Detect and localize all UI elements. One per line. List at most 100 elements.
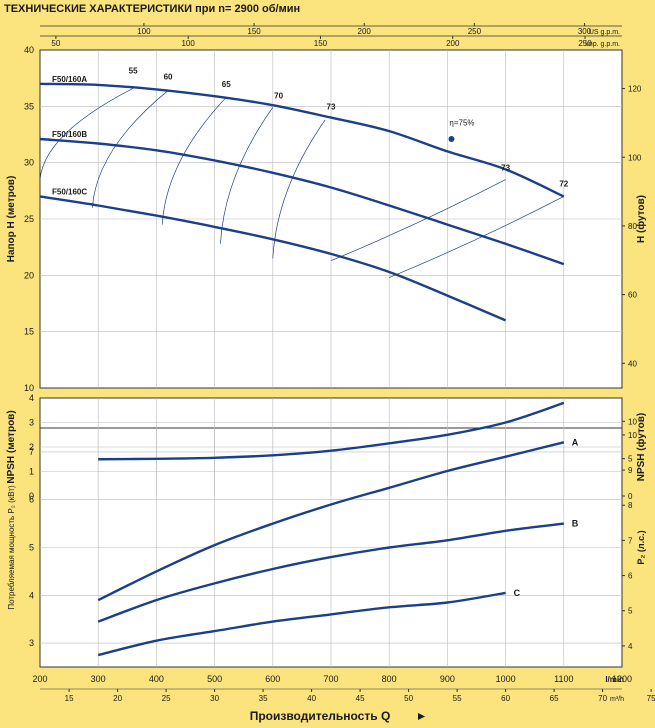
right-y-tick-label-npsh: 5: [628, 455, 633, 464]
y-tick-label-head: 20: [24, 270, 34, 280]
chart-title: ТЕХНИЧЕСКИЕ ХАРАКТЕРИСТИКИ при n= 2900 о…: [4, 3, 301, 15]
us-gpm-tick-label: 250: [468, 27, 482, 36]
efficiency-label: 60: [164, 72, 173, 81]
m3h-tick-label: 45: [356, 694, 365, 703]
imp-gpm-tick-label: 250: [578, 39, 592, 48]
m3h-tick-label: 75: [647, 694, 655, 703]
y-tick-label-head: 35: [24, 101, 34, 111]
m3h-tick-label: 25: [162, 694, 171, 703]
curve-power-B: [97, 522, 564, 623]
lmin-tick-label: 200: [32, 674, 47, 684]
lmin-tick-label: 500: [207, 674, 222, 684]
m3h-tick-label: 20: [113, 694, 122, 703]
x-axis-label: Производительность Q: [250, 709, 391, 723]
efficiency-label: 73: [501, 164, 510, 173]
right-y-tick-label-head: 80: [628, 222, 637, 231]
y-tick-label-head: 40: [24, 45, 34, 55]
right-y-tick-label-head: 60: [628, 291, 637, 300]
us-gpm-tick-label: 150: [247, 27, 261, 36]
right-y-tick-label-power: 10: [628, 431, 637, 440]
m3h-tick-label: 40: [307, 694, 316, 703]
right-y-tick-label-power: 4: [628, 642, 633, 651]
series-label-F50/160C: F50/160C: [52, 187, 87, 196]
efficiency-label: 55: [129, 67, 138, 76]
efficiency-label: 70: [274, 91, 283, 100]
series-label-B: B: [572, 519, 579, 529]
curve-npsh: [98, 401, 565, 461]
right-y-axis-label-power: P₂ (л.с.): [636, 530, 646, 564]
right-y-tick-label-npsh: 0: [628, 492, 633, 501]
lmin-tick-label: 600: [265, 674, 280, 684]
series-label-F50/160A: F50/160A: [52, 75, 87, 84]
efficiency-iso-line: [220, 107, 274, 244]
right-y-tick-label-power: 5: [628, 607, 633, 616]
y-tick-label-npsh: 4: [29, 393, 34, 403]
efficiency-label: 65: [222, 80, 231, 89]
lmin-tick-label: 700: [323, 674, 338, 684]
y-tick-label-npsh: 1: [29, 467, 34, 477]
efficiency-iso-line: [161, 97, 227, 225]
series-label-C: C: [514, 588, 521, 598]
y-tick-label-power: 3: [29, 638, 34, 648]
efficiency-iso-line: [272, 119, 326, 259]
lmin-tick-label: 300: [91, 674, 106, 684]
curve-head-F50/160A: [39, 82, 565, 198]
lmin-tick-label: 900: [440, 674, 455, 684]
m3h-tick-label: 35: [259, 694, 268, 703]
y-axis-label-head: Напор H (метров): [6, 176, 17, 263]
lmin-tick-label: 1100: [554, 674, 573, 684]
efficiency-iso-line: [39, 87, 134, 180]
x-axis-arrow-icon: [418, 713, 425, 720]
y-axis-label-npsh: NPSH (метров): [6, 410, 17, 483]
lmin-tick-label: 1200: [612, 674, 632, 684]
us-gpm-tick-label: 200: [358, 27, 372, 36]
y-axis-label-power: Потребляемая мощность P₂ (кВт): [7, 485, 16, 610]
efficiency-label: 73: [327, 103, 336, 112]
us-gpm-tick-label: 300: [578, 27, 592, 36]
y-tick-label-head: 15: [24, 327, 34, 337]
m3h-unit: m³/h: [610, 696, 624, 703]
right-y-tick-label-head: 100: [628, 153, 642, 162]
right-y-axis-label-head: H (футов): [635, 195, 647, 243]
m3h-tick-label: 60: [501, 694, 510, 703]
us-gpm-tick-label: 100: [137, 27, 151, 36]
lmin-tick-label: 400: [149, 674, 164, 684]
imp-gpm-unit: Imp. g.p.m.: [585, 41, 620, 48]
efficiency-iso-line: [389, 196, 564, 278]
y-tick-label-npsh: 3: [29, 418, 34, 428]
efficiency-label: η=75%: [449, 118, 474, 127]
curve-head-F50/160B: [39, 137, 565, 266]
imp-gpm-tick-label: 50: [51, 39, 60, 48]
series-label-F50/160B: F50/160B: [52, 130, 87, 139]
right-y-tick-label-head: 40: [628, 359, 637, 368]
y-tick-label-power: 5: [29, 543, 34, 553]
imp-gpm-tick-label: 150: [314, 39, 328, 48]
efficiency-iso-line: [330, 179, 506, 262]
imp-gpm-tick-label: 200: [446, 39, 460, 48]
us-gpm-unit: US g.p.m.: [589, 29, 620, 36]
y-tick-label-power: 7: [29, 447, 34, 457]
y-tick-label-power: 6: [29, 495, 34, 505]
m3h-tick-label: 15: [65, 694, 74, 703]
series-label-A: A: [572, 437, 579, 447]
right-y-tick-label-power: 9: [628, 466, 633, 475]
y-tick-label-npsh: 2: [29, 442, 34, 452]
best-efficiency-point: [448, 136, 455, 143]
y-tick-label-npsh: 0: [29, 491, 34, 501]
efficiency-label: 72: [559, 179, 568, 188]
y-tick-label-head: 30: [24, 158, 34, 168]
lmin-tick-label: 1000: [496, 674, 516, 684]
curve-power-A: [97, 441, 565, 602]
m3h-tick-label: 55: [453, 694, 462, 703]
curve-head-F50/160C: [39, 195, 507, 322]
right-y-tick-label-head: 120: [628, 85, 642, 94]
efficiency-iso-line: [92, 90, 169, 208]
m3h-tick-label: 30: [210, 694, 219, 703]
m3h-tick-label: 70: [598, 694, 607, 703]
y-tick-label-power: 4: [29, 590, 34, 600]
imp-gpm-tick-label: 100: [181, 39, 195, 48]
right-y-tick-label-power: 8: [628, 501, 633, 510]
right-y-tick-label-power: 7: [628, 536, 633, 545]
lmin-unit: l/min: [605, 675, 624, 684]
